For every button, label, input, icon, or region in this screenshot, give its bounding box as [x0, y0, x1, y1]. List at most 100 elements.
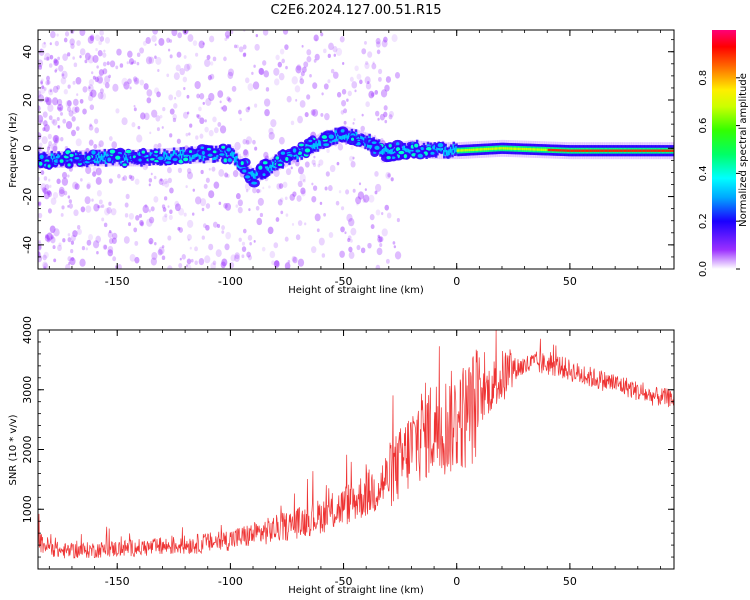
spectrogram-ridge-mid	[449, 147, 453, 153]
spectrogram-ridge-mid	[339, 133, 343, 140]
spectrogram-noise-blob	[67, 195, 71, 199]
spectrogram-noise-blob	[314, 213, 321, 222]
spectrogram-noise-blob	[313, 34, 319, 42]
spectrogram-noise-blob	[379, 113, 385, 121]
spectrogram-noise-blob	[352, 121, 355, 125]
spectrogram-noise-blob	[161, 182, 165, 187]
spectrogram-noise-blob	[186, 94, 190, 99]
spectrogram-noise-blob	[367, 51, 373, 58]
spectrogram-ridge-mid	[255, 170, 259, 177]
colorbar-tick-label: 0.0	[698, 261, 709, 277]
spectrogram-noise-blob	[148, 183, 151, 187]
spectrogram-noise-blob	[354, 89, 357, 93]
spectrogram-noise-blob	[242, 52, 247, 58]
spectrogram-ridge-mid	[346, 135, 350, 142]
spectrogram-noise-blob	[286, 95, 292, 103]
spectrogram-ridge-mid	[53, 155, 56, 162]
spectrogram-noise-blob	[273, 242, 279, 249]
spectrogram-noise-blob	[297, 220, 303, 227]
spectrogram-noise-blob	[202, 223, 207, 229]
spectrogram-noise-blob	[191, 212, 195, 216]
spectrogram-noise-blob	[166, 37, 171, 43]
spectrogram-ridge-blob-core	[212, 150, 217, 154]
spectrogram-noise-blob	[55, 67, 58, 72]
spectrogram-noise-blob	[59, 107, 62, 111]
spectrogram-noise-blob	[150, 257, 157, 266]
spectrogram-noise-blob	[337, 143, 344, 151]
spectrogram-ridge-mid	[315, 141, 318, 147]
spectrogram-ridge-core	[607, 149, 610, 152]
spectrogram-noise-blob	[88, 78, 95, 86]
spectrogram-noise-blob	[61, 73, 65, 77]
spectrogram-ridge-mid	[309, 143, 313, 150]
spectrogram-noise-blob	[46, 98, 51, 105]
spectrogram-ridge-core	[463, 149, 466, 152]
spectrogram-ridge-mid	[433, 144, 437, 151]
spectrogram-noise-blob	[327, 185, 333, 192]
spectrogram-noise-blob	[101, 217, 105, 222]
spectrogram-ridge-mid	[361, 136, 365, 143]
spectrogram-noise-blob	[196, 93, 200, 99]
spectrogram-noise-blob	[221, 225, 225, 231]
spectrogram-ridge-blob-core	[386, 156, 391, 160]
spectrogram-noise-blob	[43, 124, 50, 132]
spectrogram-ridge-mid	[269, 162, 272, 169]
spectrogram-noise-blob	[157, 142, 162, 148]
spectrogram-noise-blob	[194, 246, 198, 252]
spectrogram-ridge-mid	[250, 171, 253, 178]
spectrogram-noise-blob	[149, 216, 155, 224]
spectrogram-noise-blob	[391, 34, 398, 43]
spectrogram-noise-blob	[156, 127, 160, 132]
spectrogram-ridge-core	[618, 149, 621, 152]
spectrogram-ridge-core	[510, 147, 514, 150]
spectrogram-noise-blob	[98, 40, 102, 46]
snr-y-tick-label: 2000	[21, 436, 34, 464]
spectrogram-noise-blob	[277, 199, 283, 206]
spectrogram-noise-blob	[134, 256, 140, 264]
spectrogram-noise-blob	[303, 61, 309, 68]
spectrogram-noise-blob	[90, 33, 95, 40]
spectrogram-noise-blob	[384, 119, 388, 124]
spectrogram-ridge-mid	[453, 147, 457, 154]
spectrogram-ridge-core	[474, 148, 477, 151]
spectrogram-noise-blob	[142, 204, 149, 214]
spectrogram-noise-blob	[136, 61, 140, 66]
spectrogram-ridge-mid	[179, 149, 183, 156]
spectrogram-noise-blob	[205, 177, 210, 183]
spectrogram-noise-blob	[359, 79, 363, 85]
spectrogram-noise-blob	[212, 260, 217, 266]
spectrogram-noise-blob	[46, 75, 50, 81]
spectrogram-noise-blob	[139, 79, 145, 86]
spectrogram-noise-blob	[220, 106, 224, 110]
spectrogram-ridge-core	[553, 148, 556, 152]
spectrogram-ridge-core	[548, 148, 552, 152]
spectrogram-noise-blob	[104, 75, 111, 84]
spectrogram-noise-blob	[52, 85, 59, 93]
spectrogram-noise-blob	[363, 194, 370, 203]
spectrogram-noise-blob	[145, 36, 151, 45]
spectrogram-noise-blob	[50, 234, 54, 240]
spectrogram-noise-blob	[136, 52, 141, 58]
spectrogram-noise-blob	[223, 202, 228, 209]
spectrogram-noise-blob	[326, 148, 330, 154]
spectrogram-noise-blob	[223, 56, 227, 62]
spectrogram-noise-blob	[74, 106, 80, 113]
spectrogram-noise-blob	[148, 56, 155, 64]
spectrogram-noise-blob	[374, 171, 379, 177]
spectrogram-noise-blob	[159, 114, 163, 119]
spectrogram-noise-blob	[242, 149, 250, 158]
snr-series-line	[38, 330, 674, 559]
spectrogram-noise-blob	[329, 164, 336, 173]
spectrogram-noise-blob	[75, 126, 80, 131]
spectrogram-noise-blob	[207, 74, 213, 81]
spectrogram-noise-blob	[362, 198, 366, 203]
spectrogram-ridge-mid	[178, 154, 181, 160]
spectrogram-noise-blob	[94, 34, 101, 42]
spectrogram-ridge-core	[584, 149, 587, 152]
spectrogram-ridge-core	[538, 148, 541, 151]
spectrogram-noise-blob	[135, 215, 140, 221]
spectrogram-noise-blob	[102, 61, 107, 67]
spectrogram-noise-blob	[316, 228, 320, 233]
spectrogram-noise-blob	[61, 171, 68, 179]
spectrogram-noise-blob	[276, 183, 282, 190]
